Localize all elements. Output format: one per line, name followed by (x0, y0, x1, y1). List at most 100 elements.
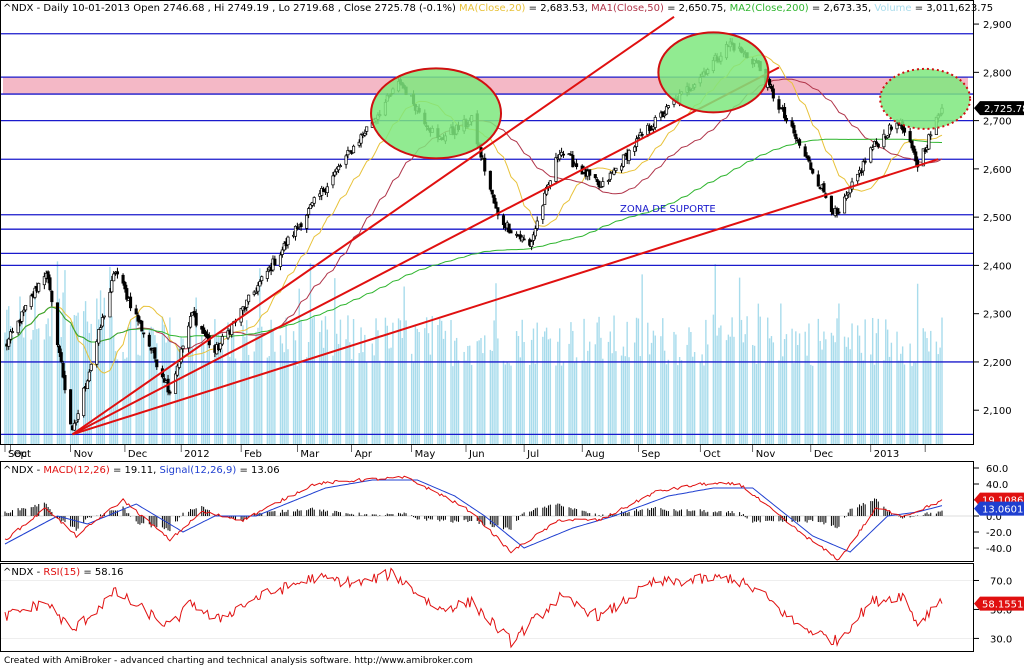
candle-body (100, 317, 104, 327)
candle-body (352, 145, 356, 154)
candle-body (543, 192, 547, 205)
candle-body (483, 157, 487, 172)
candle-body (59, 352, 63, 362)
candle-body (305, 215, 309, 229)
candle-body (663, 113, 667, 117)
candle-body (72, 422, 76, 431)
candle-body (811, 168, 815, 174)
candle-body (260, 276, 264, 282)
x-tick-label: Dec (814, 449, 833, 460)
trendline (71, 16, 675, 436)
candle-body (112, 273, 116, 282)
candle-body (142, 332, 146, 335)
candle-body (295, 227, 299, 229)
candle-body (7, 338, 11, 347)
rsi-line (4, 567, 943, 649)
candle-body (829, 195, 833, 213)
candle-body (816, 174, 820, 187)
candle-body (348, 149, 352, 152)
candle-body (50, 290, 54, 303)
candle-body (273, 258, 277, 266)
candle-body (331, 175, 335, 186)
candle-body (286, 236, 290, 246)
candle-body (844, 194, 848, 199)
candle-body (822, 183, 826, 193)
macd-tick-label: 60.0 (986, 464, 1008, 475)
candle-body (325, 186, 329, 194)
candle-body (927, 134, 931, 150)
candle-body (308, 204, 313, 210)
candle-body (46, 271, 50, 280)
candle-body (97, 329, 101, 344)
candle-body (282, 243, 286, 251)
candle-body (110, 280, 114, 293)
candle-body (89, 363, 93, 371)
macd-tick-label: -20.0 (986, 528, 1012, 539)
candle-body (129, 296, 133, 309)
candle-body (188, 316, 193, 328)
candle-body (666, 105, 670, 108)
candle-body (218, 343, 223, 350)
candle-body (312, 197, 316, 204)
candle-body (809, 162, 813, 170)
x-tick-label: Oct (703, 449, 720, 460)
candle-body (633, 146, 637, 152)
candle-body (790, 120, 794, 127)
candle-body (861, 161, 865, 172)
ma200-line (4, 138, 942, 347)
candle-body (876, 143, 880, 148)
candle-body (10, 331, 15, 333)
zone-annotation: ZONA DE SUPORTE (620, 204, 716, 215)
candle-body (69, 389, 73, 425)
candle-body (908, 131, 912, 142)
candle-body (338, 165, 342, 168)
trendline (72, 66, 780, 436)
candle-body (177, 361, 181, 368)
candle-body (509, 230, 513, 234)
candle-body (541, 205, 545, 220)
candle-body (9, 331, 13, 340)
candle-body (194, 312, 198, 326)
candle-body (134, 308, 138, 315)
x-tick-label: Sep (641, 449, 660, 460)
macd-tick-label: 0.0 (986, 512, 1002, 523)
candle-body (258, 281, 262, 287)
rsi-tick-label: 30.0 (990, 634, 1012, 645)
candle-body (837, 211, 841, 214)
price-tick-label: 2,100 (983, 406, 1012, 417)
candle-body (798, 139, 802, 146)
candle-body (522, 238, 526, 241)
candle-body (85, 380, 90, 390)
candle-body (22, 309, 26, 313)
candle-body (87, 371, 91, 382)
candle-body (869, 147, 873, 163)
price-header: ^NDX - Daily 10-01-2013 Open 2746.68 , H… (3, 3, 993, 14)
candle-body (108, 291, 112, 318)
candle-body (76, 413, 80, 420)
candle-body (863, 160, 867, 163)
candle-body (299, 223, 303, 228)
candle-body (871, 147, 875, 150)
highlight-ellipse (370, 67, 503, 160)
candle-body (16, 320, 20, 334)
candle-body (835, 208, 839, 215)
price-tick-label: 2,800 (983, 68, 1012, 79)
candle-body (95, 341, 99, 365)
candle-body (614, 167, 618, 171)
candle-body (155, 359, 159, 368)
candle-body (571, 154, 575, 168)
highlight-ellipse (879, 67, 972, 130)
candle-body (57, 345, 61, 353)
last-price-marker (974, 101, 1024, 116)
candle-body (140, 320, 144, 332)
signal-last-marker (974, 501, 1024, 516)
candle-body (256, 285, 260, 292)
x-tick-label: Sep (8, 449, 27, 460)
candle-body (280, 249, 284, 255)
price-tick-label: 2,900 (983, 20, 1012, 31)
macd-tick-label: -40.0 (986, 544, 1012, 555)
candle-body (777, 99, 781, 110)
candle-body (247, 294, 251, 303)
candle-body (310, 202, 314, 206)
candle-body (337, 166, 341, 171)
